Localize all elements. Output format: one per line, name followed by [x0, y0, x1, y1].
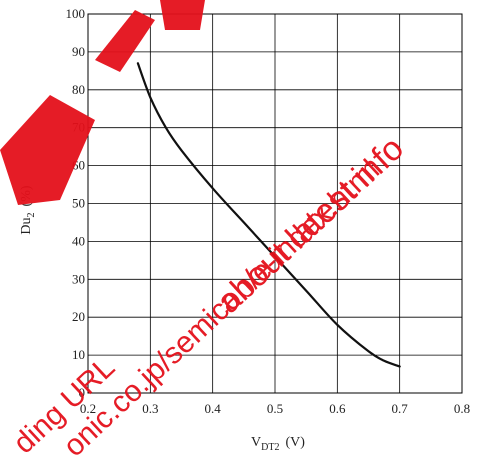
watermark-big-letter	[0, 95, 95, 205]
plot-frame	[87, 13, 463, 394]
y-tick-label: 10	[72, 347, 85, 362]
y-tick-label: 0	[79, 385, 86, 400]
y-tick-label: 90	[72, 44, 85, 59]
y-tick-label: 50	[72, 196, 85, 211]
watermark-big-letter	[95, 10, 155, 72]
series-line	[136, 62, 401, 368]
y-tick-label: 20	[72, 309, 85, 324]
x-axis-title: VDT2 (V)	[251, 435, 305, 453]
x-tick-label: 0.8	[454, 401, 470, 416]
x-tick-labels: 0.2 0.3 0.4 0.5 0.6 0.7 0.8	[80, 401, 470, 416]
x-tick-label: 0.7	[392, 401, 409, 416]
y-tick-labels: 0102030405060708090100	[66, 6, 86, 400]
x-tick-label: 0.5	[267, 401, 283, 416]
y-tick-label: 100	[66, 6, 86, 21]
x-tick-label: 0.2	[80, 401, 96, 416]
grid	[87, 13, 463, 394]
x-tick-label: 0.4	[205, 401, 222, 416]
y-tick-label: 40	[72, 233, 85, 248]
x-tick-label: 0.3	[142, 401, 158, 416]
x-tick-label: 0.6	[329, 401, 346, 416]
watermark-big-letter	[160, 0, 205, 30]
y-tick-label: 80	[72, 82, 85, 97]
y-tick-label: 30	[72, 271, 85, 286]
watermark: about latest info ding URL onic.co.jp/se…	[0, 0, 411, 458]
